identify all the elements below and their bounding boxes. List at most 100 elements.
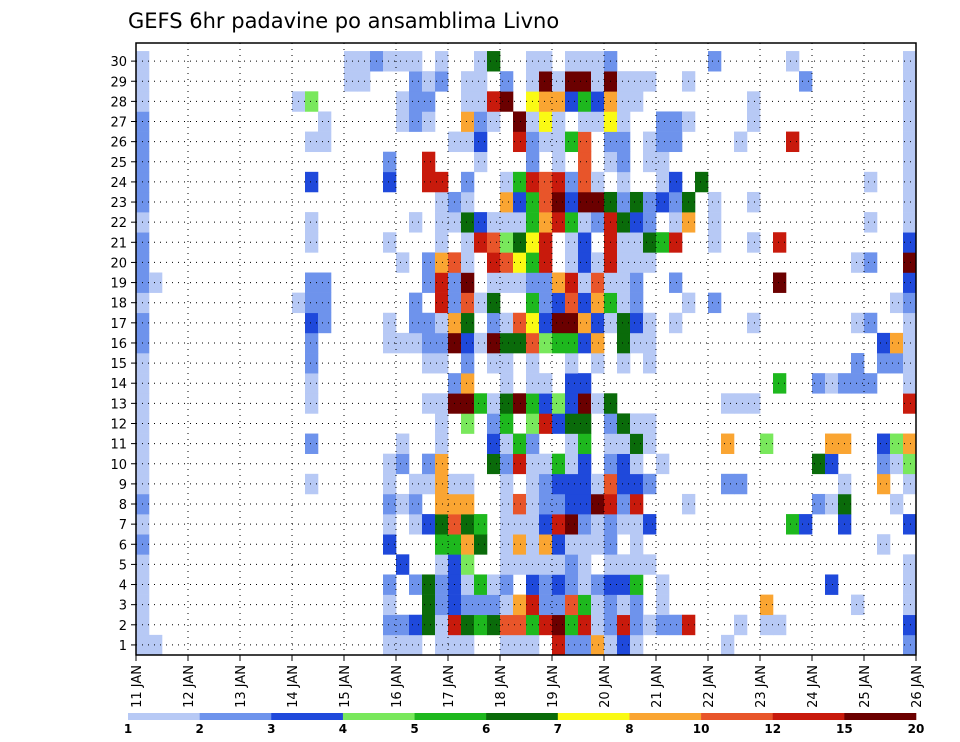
heatmap-cell (422, 514, 436, 535)
heatmap-cell (643, 332, 657, 354)
heatmap-cell (513, 111, 527, 132)
heatmap-cell (474, 574, 488, 595)
heatmap-cell (461, 272, 475, 293)
heatmap-cell (539, 171, 553, 193)
heatmap-cell (617, 614, 631, 636)
heatmap-cell (383, 493, 397, 515)
heatmap-cell (825, 373, 839, 394)
heatmap-cell (669, 272, 683, 293)
heatmap-cell (864, 252, 878, 273)
y-tick-label: 2 (119, 619, 127, 634)
heatmap-cells (136, 51, 917, 656)
heatmap-cell (565, 232, 579, 253)
heatmap-cell (435, 71, 449, 92)
heatmap-cell (864, 171, 878, 193)
legend-tick-label: 2 (195, 722, 203, 736)
heatmap-cell (552, 212, 566, 233)
y-tick-label: 6 (119, 538, 127, 553)
heatmap-cell (409, 312, 423, 334)
heatmap-cell (474, 151, 488, 173)
legend-swatch (701, 713, 774, 720)
heatmap-cell (318, 292, 332, 314)
heatmap-cell (461, 393, 475, 414)
heatmap-cell (591, 312, 605, 334)
heatmap-cell (578, 252, 592, 273)
heatmap-cell (591, 272, 605, 293)
heatmap-cell (630, 232, 644, 253)
heatmap-cell (617, 413, 631, 434)
heatmap-cell (396, 111, 410, 132)
y-tick-label: 8 (119, 498, 127, 513)
heatmap-cell (864, 373, 878, 394)
x-tick-label: 26 JAN (910, 665, 925, 708)
heatmap-cell (617, 453, 631, 475)
heatmap-cell (500, 594, 514, 616)
heatmap-cell (461, 232, 475, 253)
heatmap-cell (513, 252, 527, 273)
heatmap-cell (487, 111, 501, 132)
x-axis: 11 JAN 12 JAN 13 JAN 14 JAN 15 JAN 16 JAN 17 J… (130, 655, 925, 708)
heatmap-cell (773, 373, 787, 394)
heatmap-cell (552, 413, 566, 434)
heatmap-cell (513, 131, 527, 153)
heatmap-cell (539, 51, 553, 72)
heatmap-cell (903, 594, 917, 616)
heatmap-cell (539, 131, 553, 153)
heatmap-cell (565, 191, 579, 213)
y-tick-label: 14 (110, 377, 127, 392)
heatmap-cell (617, 312, 631, 334)
heatmap-cell (643, 514, 657, 535)
heatmap-cell (578, 71, 592, 92)
heatmap-cell (552, 332, 566, 354)
heatmap-cell (422, 353, 436, 374)
heatmap-cell (409, 574, 423, 595)
heatmap-cell (435, 453, 449, 475)
heatmap-cell (461, 332, 475, 354)
heatmap-cell (396, 332, 410, 354)
heatmap-cell (474, 51, 488, 72)
heatmap-cell (617, 171, 631, 193)
y-tick-label: 18 (110, 297, 127, 312)
heatmap-cell (630, 413, 644, 434)
heatmap-cell (396, 252, 410, 273)
heatmap-cell (643, 554, 657, 575)
heatmap-cell (565, 594, 579, 616)
heatmap-cell (500, 393, 514, 414)
y-tick-label: 7 (119, 518, 127, 533)
heatmap-cell (565, 393, 579, 414)
x-tick-label: 11 JAN (130, 665, 145, 708)
heatmap-cell (591, 252, 605, 273)
heatmap-cell (643, 131, 657, 153)
heatmap-cell (500, 91, 514, 112)
heatmap-cell (513, 272, 527, 293)
heatmap-cell (721, 433, 735, 454)
heatmap-cell (318, 272, 332, 293)
heatmap-cell (565, 413, 579, 434)
y-axis: 1234567891011121314151617181920212223242… (110, 55, 136, 654)
heatmap-cell (591, 332, 605, 354)
heatmap-cell (409, 51, 423, 72)
heatmap-cell (578, 393, 592, 414)
heatmap-cell (552, 111, 566, 132)
legend-swatch (557, 713, 630, 720)
heatmap-cell (890, 332, 904, 354)
heatmap-cell (422, 171, 436, 193)
heatmap-cell (552, 272, 566, 293)
heatmap-cell (474, 232, 488, 253)
heatmap-cell (578, 514, 592, 535)
heatmap-cell (435, 232, 449, 253)
heatmap-cell (669, 232, 683, 253)
y-tick-label: 9 (119, 478, 127, 493)
heatmap-cell (539, 71, 553, 92)
heatmap-cell (591, 91, 605, 112)
heatmap-cell (708, 191, 722, 213)
heatmap-cell (422, 91, 436, 112)
heatmap-cell (903, 312, 917, 334)
heatmap-cell (591, 292, 605, 314)
heatmap-cell (565, 574, 579, 595)
heatmap-cell (409, 332, 423, 354)
heatmap-cell (565, 353, 579, 374)
heatmap-cell (435, 433, 449, 454)
heatmap-cell (630, 514, 644, 535)
heatmap-cell (305, 473, 319, 495)
